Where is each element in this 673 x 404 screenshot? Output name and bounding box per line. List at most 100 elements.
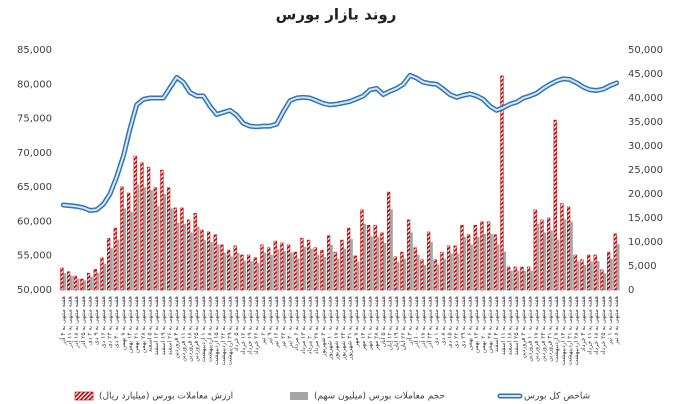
x-tick-label: هفته منتهی به ۱۱ اسفند — [500, 296, 507, 356]
x-tick-label: هفته منتهی به ۲۹ اردیبهشت — [227, 296, 234, 366]
bar — [86, 272, 91, 291]
bar — [163, 194, 167, 290]
x-tick-label: هفته منتهی به ۱۷ فروردین — [533, 296, 540, 362]
x-tick-label: هفته منتهی به ۱۴ بهمن — [127, 296, 134, 353]
bar — [596, 261, 600, 290]
bar — [406, 219, 411, 291]
bar — [536, 223, 540, 290]
bar — [450, 253, 453, 290]
bar — [116, 239, 120, 290]
bar — [516, 270, 520, 290]
x-tick-label: هفته منتهی به ۲۴ فروردین — [540, 296, 547, 362]
x-tick-label: هفته منتهی به ۲۸ اردیبهشت — [573, 296, 580, 366]
bar — [230, 256, 233, 290]
bar — [386, 191, 391, 291]
y-tick-label: 80,000 — [17, 79, 52, 90]
x-tick-label: هفته منتهی به ۸ دی — [440, 296, 447, 345]
bar — [316, 254, 320, 290]
legend-label: حجم معاملات بورس (میلیون سهم) — [314, 392, 445, 402]
bar — [416, 254, 420, 290]
y-tick-label: 60,000 — [17, 216, 52, 227]
x-tick-label: هفته منتهی به ۴ فروردین — [173, 296, 180, 358]
x-tick-label: هفته منتهی به ۲ تیر — [260, 296, 267, 345]
bar — [393, 256, 397, 291]
bar — [246, 254, 251, 291]
x-tick-label: هفته منتهی به ۳۰ دی — [113, 296, 120, 348]
y2-tick-label: 0 — [628, 285, 634, 296]
bar — [346, 227, 351, 291]
x-tick-label: هفته منتهی به ۱ دی — [433, 296, 440, 345]
x-tick-label: هفته منتهی به ۷ بهمن — [120, 296, 127, 350]
bar — [480, 221, 484, 291]
x-tick-label: هفته منتهی به ۱۲ خرداد — [240, 296, 247, 355]
bar — [126, 192, 131, 291]
x-tick-label: هفته منتهی به ۲۹ دی — [460, 296, 467, 348]
bar — [300, 237, 304, 291]
bar — [533, 209, 537, 291]
bar — [113, 227, 117, 291]
y-tick-label: 70,000 — [17, 148, 52, 159]
x-tick-label: هفته منتهی به ۲۷ مرداد — [313, 296, 320, 354]
x-tick-label: هفته منتهی به ۵ اسفند — [147, 296, 154, 352]
bar — [120, 186, 124, 291]
bar — [396, 262, 400, 290]
x-tick-label: هفته منتهی به ۱۰ آذر — [411, 296, 420, 349]
bar — [590, 261, 593, 290]
bar — [233, 245, 237, 291]
bar — [266, 247, 271, 291]
bar — [490, 233, 493, 290]
bar — [373, 224, 377, 291]
bar — [433, 259, 437, 291]
bar — [96, 272, 100, 290]
bar — [220, 244, 224, 291]
bar — [586, 254, 591, 291]
y-tick-label: 55,000 — [17, 251, 52, 262]
x-tick-label: هفته منتهی به ۷ مهر — [353, 296, 360, 348]
x-tick-label: هفته منتهی به ۲۴ شهریور — [340, 296, 347, 361]
bar — [473, 224, 477, 291]
bar — [493, 234, 497, 291]
x-tick-label: هفته منتهی به ۳ آذر — [405, 296, 414, 346]
bar — [223, 252, 227, 290]
bar — [476, 236, 480, 290]
bar — [276, 249, 280, 290]
bar — [70, 275, 73, 290]
bar — [413, 247, 417, 291]
x-tick-label: هفته منتهی به ۱۲ اسفند — [153, 296, 160, 356]
bar — [383, 242, 387, 290]
x-tick-label: هفته منتهی به ۱۹ خرداد — [247, 296, 254, 355]
x-tick-label: هفته منتهی به ۱۰ شهریور — [327, 296, 334, 361]
chart-title: روند بازار بورس — [276, 6, 397, 24]
x-tick-label: هفته منتهی به ۱۷ آذر — [418, 296, 427, 349]
bar — [483, 233, 487, 290]
x-tick-label: هفته منتهی به ۱۹ آبان — [391, 296, 400, 350]
bar — [616, 243, 620, 290]
bar — [253, 257, 257, 291]
bar — [73, 275, 77, 291]
bar — [140, 162, 144, 291]
bar — [560, 203, 564, 291]
bar — [573, 254, 577, 291]
bar — [186, 219, 191, 291]
line — [62, 74, 618, 212]
bar — [310, 248, 313, 290]
bar — [466, 234, 471, 291]
bar — [200, 229, 204, 291]
bar — [523, 270, 527, 290]
x-tick-label: هفته منتهی به ۲۴ آذر — [425, 296, 434, 349]
bar — [270, 254, 273, 290]
y2-tick-label: 5,000 — [628, 261, 657, 272]
x-tick-label: هفته منتهی به ۲۸ مهر — [373, 296, 380, 351]
bar — [76, 278, 80, 290]
bar — [503, 251, 507, 290]
y2-tick-label: 35,000 — [628, 117, 663, 128]
bar — [363, 223, 367, 290]
bar — [613, 233, 617, 291]
bar — [333, 251, 337, 291]
bar — [343, 248, 347, 290]
bar — [90, 276, 93, 290]
bar — [506, 266, 511, 291]
bar — [470, 244, 473, 290]
bar — [303, 246, 307, 290]
